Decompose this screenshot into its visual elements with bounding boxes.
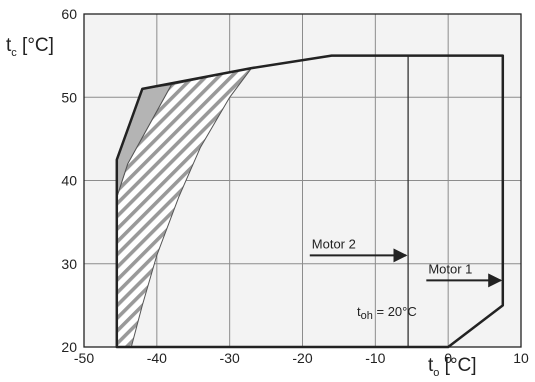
y-tick-label: 20	[61, 339, 77, 355]
motor-1-label: Motor 1	[428, 261, 472, 276]
y-tick-label: 60	[61, 6, 77, 22]
operating-envelope	[115, 54, 505, 349]
y-tick-labels: 20 30 40 50 60	[61, 6, 77, 355]
x-tick-label: 0	[444, 350, 452, 366]
x-tick-label: 10	[513, 350, 529, 366]
y-tick-label: 30	[61, 256, 77, 272]
x-tick-label: -50	[74, 350, 94, 366]
x-tick-labels: -50 -40 -30 -20 -10 0 10	[74, 350, 529, 366]
y-tick-label: 40	[61, 173, 77, 189]
x-tick-label: -30	[220, 350, 240, 366]
x-tick-label: -40	[147, 350, 167, 366]
y-axis-label: tc [°C]	[6, 35, 54, 59]
x-tick-label: -10	[365, 350, 385, 366]
motor-2-label: Motor 2	[312, 236, 356, 251]
x-axis-label: to [°C]	[428, 355, 477, 379]
toh-label: toh = 20°C	[357, 304, 417, 322]
x-tick-label: -20	[292, 350, 312, 366]
plot-frame	[83, 13, 522, 348]
y-tick-label: 50	[61, 89, 77, 105]
